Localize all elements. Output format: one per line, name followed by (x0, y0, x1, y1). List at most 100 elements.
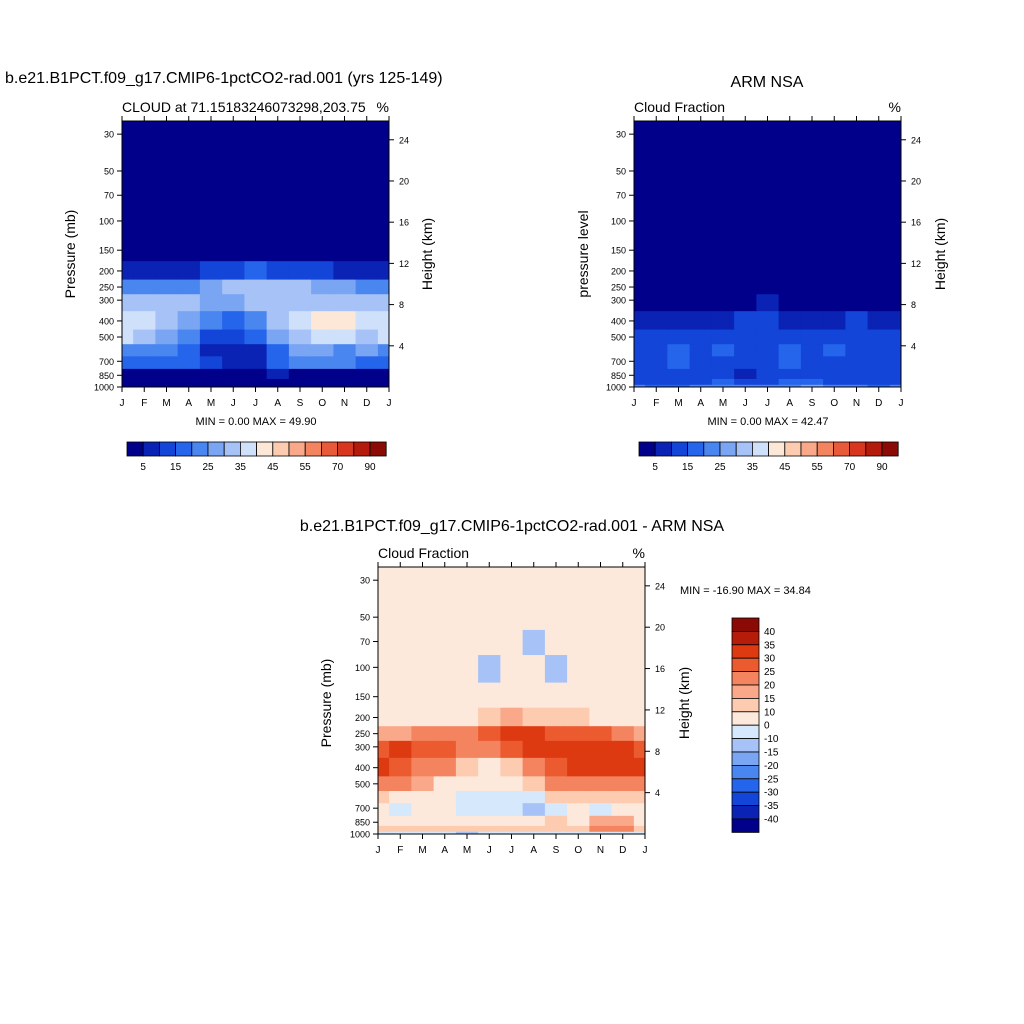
colorbar-swatch (638, 441, 656, 457)
contour-cell (500, 567, 524, 600)
contour-cell (122, 260, 134, 280)
contour-cell (133, 208, 156, 237)
contour-cell (244, 260, 268, 280)
x-tick-label: J (632, 398, 637, 409)
contour-cell (355, 278, 379, 295)
contour-cell (311, 183, 334, 209)
contour-cell (389, 790, 412, 804)
contour-cell (311, 121, 334, 154)
contour-cell (800, 384, 824, 387)
contour-cell (155, 310, 179, 330)
colorbar-label: 10 (764, 707, 776, 718)
contour-cell (689, 152, 713, 184)
contour-cell (288, 378, 312, 385)
contour-cell (633, 725, 645, 741)
y-tick-label: 70 (616, 191, 626, 201)
x-tick-label: M (674, 398, 682, 409)
contour-cell (778, 183, 802, 209)
contour-cell (689, 293, 713, 312)
y-tick-label: 300 (611, 296, 626, 306)
contour-cell (567, 740, 590, 758)
contour-cell (633, 654, 645, 683)
contour-cell (889, 121, 901, 154)
colorbar-swatch (800, 441, 818, 457)
x-tick-label: S (297, 398, 304, 409)
contour-cell (845, 183, 869, 209)
contour-cell (133, 384, 156, 387)
panel-obs-title: ARM NSA (731, 74, 804, 91)
contour-cell (778, 278, 802, 295)
contour-cell (244, 310, 268, 330)
contour-cell (222, 355, 245, 369)
contour-cell (266, 310, 290, 330)
colorbar-swatch (833, 441, 851, 457)
contour-cell (711, 183, 735, 209)
contour-cell (500, 802, 524, 816)
x-tick-label: J (387, 398, 392, 409)
contour-cell (522, 757, 546, 777)
contour-cell (378, 654, 390, 683)
contour-cell (222, 121, 245, 154)
contour-cell (711, 260, 735, 280)
x-tick-label: A (786, 398, 793, 409)
colorbar-swatch (735, 441, 753, 457)
contour-cell (522, 567, 546, 600)
panel-model-minmax: MIN = 0.00 MAX = 49.90 (195, 416, 316, 428)
contour-cell (734, 343, 757, 357)
contour-cell (378, 825, 390, 832)
panel-obs-subtitle: Cloud Fraction (634, 99, 725, 115)
contour-cell (455, 831, 479, 834)
colorbar-swatch (731, 738, 760, 753)
contour-cell (756, 384, 780, 387)
contour-cell (155, 368, 179, 379)
contour-cell (199, 378, 223, 385)
contour-cell (288, 310, 312, 330)
contour-cell (589, 707, 613, 727)
contour-cell (522, 682, 546, 708)
y-tick-label: 150 (99, 246, 114, 256)
contour-cell (845, 343, 869, 357)
contour-cell (634, 235, 646, 262)
contour-cell (689, 355, 713, 369)
y-tick-label: 700 (611, 357, 626, 367)
y-right-tick-label: 20 (655, 623, 665, 633)
contour-cell (433, 757, 457, 777)
panel-model-contour: J F M A M J J A S O N D J 30 50 70 100 150 200 250 300 400 500… (94, 116, 409, 409)
panel-obs-units: % (889, 99, 901, 115)
contour-cell (177, 278, 201, 295)
x-tick-label: D (363, 398, 370, 409)
contour-cell (311, 152, 334, 184)
colorbar-swatch (731, 765, 760, 780)
contour-cell (222, 235, 245, 262)
contour-cell (734, 183, 757, 209)
contour-cell (667, 152, 691, 184)
x-tick-label: S (809, 398, 816, 409)
contour-cell (889, 328, 901, 345)
contour-cell (378, 802, 390, 816)
contour-cell (800, 278, 824, 295)
contour-cell (389, 831, 412, 834)
contour-cell (645, 152, 668, 184)
contour-cell (567, 790, 590, 804)
contour-cell (333, 384, 357, 387)
contour-cell (667, 310, 691, 330)
contour-cell (667, 208, 691, 237)
contour-cell (478, 707, 501, 727)
contour-cell (266, 343, 290, 357)
contour-cell (433, 682, 457, 708)
contour-cell (389, 815, 412, 826)
y-right-tick-label: 20 (399, 176, 409, 186)
contour-cell (177, 368, 201, 379)
panel-diff-subtitle: Cloud Fraction (378, 545, 469, 561)
y-tick-label: 70 (104, 191, 114, 201)
y-right-tick-label: 16 (399, 218, 409, 228)
contour-cell (455, 757, 479, 777)
contour-cell (634, 328, 646, 345)
x-tick-label: A (441, 845, 448, 856)
colorbar-label: -15 (764, 748, 779, 759)
contour-cell (645, 293, 668, 312)
contour-cell (333, 368, 357, 379)
y-right-tick-label: 16 (911, 218, 921, 228)
contour-cell (689, 278, 713, 295)
contour-cell (645, 235, 668, 262)
